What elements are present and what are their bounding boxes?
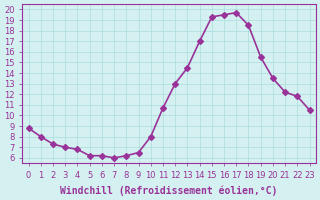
X-axis label: Windchill (Refroidissement éolien,°C): Windchill (Refroidissement éolien,°C) [60,185,278,196]
